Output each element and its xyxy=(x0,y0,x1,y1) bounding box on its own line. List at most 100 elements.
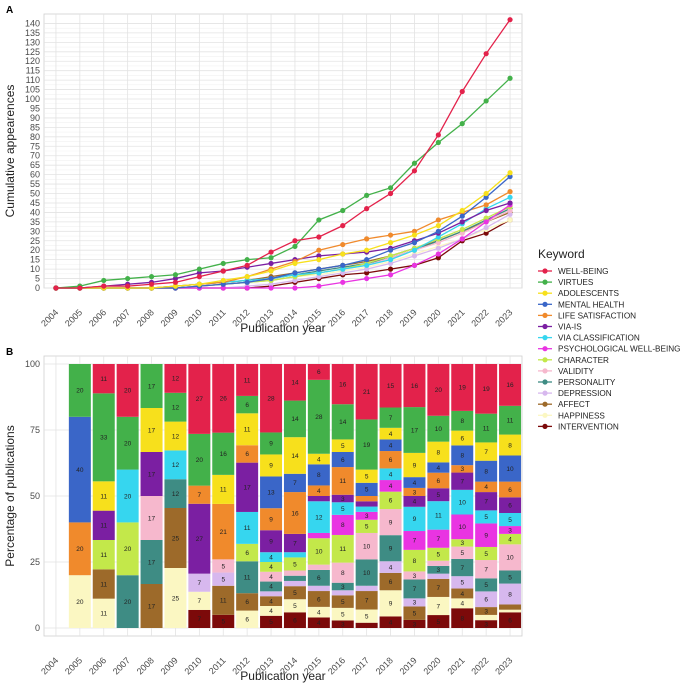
y-tick-label: 100 xyxy=(25,359,40,369)
segment-label: 40 xyxy=(76,467,84,474)
legend-key-dot xyxy=(542,390,548,396)
x-tick-label: 2022 xyxy=(469,307,490,328)
legend-key-dot xyxy=(542,279,548,285)
segment-label: 8 xyxy=(317,472,321,479)
data-point xyxy=(148,285,155,291)
bar-segment xyxy=(475,481,498,493)
y-tick-label: 50 xyxy=(30,189,40,199)
segment-label: 7 xyxy=(413,538,417,545)
segment-label: 7 xyxy=(365,598,369,605)
data-point xyxy=(220,285,226,291)
segment-label: 5 xyxy=(508,517,512,524)
x-tick-label: 2009 xyxy=(159,307,180,328)
segment-label: 6 xyxy=(508,617,512,624)
bar-segment xyxy=(427,529,450,548)
bar-segment xyxy=(403,619,426,628)
bar-segment xyxy=(331,502,354,515)
bar-segment xyxy=(355,585,378,592)
segment-label: 6 xyxy=(317,575,321,582)
bar-segment xyxy=(331,534,354,563)
segment-label: 12 xyxy=(172,405,180,412)
bar-segment xyxy=(212,474,235,504)
data-point xyxy=(172,279,179,285)
data-point xyxy=(196,270,202,276)
segment-label: 6 xyxy=(245,402,249,409)
data-point xyxy=(364,206,370,212)
legend-item: VALIDITY xyxy=(538,367,594,376)
bar-segment xyxy=(283,586,306,600)
bar-segment xyxy=(116,416,139,470)
data-point xyxy=(435,223,441,229)
y-tick-label: 25 xyxy=(30,236,40,246)
segment-label: 17 xyxy=(148,603,156,610)
segment-label: 10 xyxy=(506,466,514,473)
bar-segment xyxy=(164,421,187,451)
bar-segment xyxy=(379,561,402,573)
y-tick-label: 110 xyxy=(26,75,40,85)
data-point xyxy=(459,226,465,233)
y-tick-label: 5 xyxy=(35,274,40,284)
data-point xyxy=(364,266,370,272)
segment-label: 9 xyxy=(389,546,393,553)
data-point xyxy=(316,217,322,223)
y-tick-label: 105 xyxy=(25,85,40,95)
data-point xyxy=(316,266,322,272)
bar-segment xyxy=(403,571,426,580)
bar-segment xyxy=(164,392,187,422)
y-tick-label: 100 xyxy=(25,94,40,104)
segment-label: 6 xyxy=(245,599,249,606)
data-point xyxy=(435,245,441,251)
bar-segment xyxy=(475,560,498,579)
segment-label: 6 xyxy=(341,457,345,464)
segment-label: 3 xyxy=(508,527,512,534)
legend-item: LIFE SATISFACTION xyxy=(538,311,636,320)
data-point xyxy=(172,272,179,278)
bar-segment xyxy=(260,581,283,592)
data-point xyxy=(411,168,418,174)
y-tick-label: 30 xyxy=(30,226,40,236)
segment-label: 20 xyxy=(435,387,443,394)
segment-label: 5 xyxy=(293,561,297,568)
data-point xyxy=(196,274,202,280)
bar-segment xyxy=(451,430,474,446)
data-point xyxy=(435,234,441,240)
segment-label: 8 xyxy=(460,453,464,460)
legend-item: HAPPINESS xyxy=(538,411,605,420)
segment-label: 3 xyxy=(460,540,464,547)
segment-label: 11 xyxy=(100,611,107,618)
legend-label: VIA-IS xyxy=(558,323,582,332)
x-tick-label: 2006 xyxy=(87,307,108,328)
bar-segment xyxy=(307,585,330,592)
segment-label: 28 xyxy=(267,396,275,403)
data-point xyxy=(268,275,274,282)
bar-segment xyxy=(140,584,163,628)
bar-segment xyxy=(92,569,115,599)
bar-segment xyxy=(355,482,378,496)
bar-segment xyxy=(427,560,450,566)
segment-label: 14 xyxy=(291,380,299,387)
y-tick-label: 95 xyxy=(30,103,40,113)
data-point xyxy=(316,247,322,253)
bar-2023: 6 8 5 10 4 3 5 6 6 10 8 11 16 xyxy=(499,364,522,628)
data-point xyxy=(483,202,489,208)
segment-label: 3 xyxy=(484,621,488,628)
bar-segment xyxy=(451,588,474,599)
bar-segment xyxy=(212,614,235,628)
segment-label: 5 xyxy=(293,590,297,597)
segment-label: 11 xyxy=(244,525,251,532)
y-axis-title: Percentage of publications xyxy=(3,425,17,566)
segment-label: 17 xyxy=(148,427,156,434)
bar-segment xyxy=(116,364,139,417)
legend-label: INTERVENTION xyxy=(558,422,619,431)
segment-label: 16 xyxy=(339,381,347,388)
x-tick-label: 2007 xyxy=(111,307,132,328)
x-tick-label: 2010 xyxy=(183,655,204,676)
data-point xyxy=(268,249,274,255)
segment-label: 20 xyxy=(76,599,84,606)
bar-segment xyxy=(427,488,450,502)
bar-segment xyxy=(236,610,259,628)
bar-segment xyxy=(260,552,283,562)
bar-segment xyxy=(451,546,474,559)
bar-segment xyxy=(236,511,259,544)
data-point xyxy=(435,228,441,234)
